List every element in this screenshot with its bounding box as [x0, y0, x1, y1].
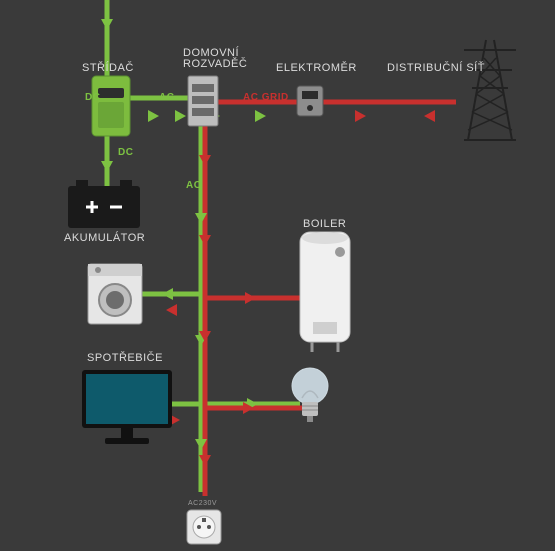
label-ac2: AC [186, 180, 201, 191]
label-ac1: AC [159, 92, 174, 103]
diagram-canvas [0, 0, 555, 551]
label-inverter: STŘÍDAČ [82, 62, 134, 74]
label-boiler: BOILER [303, 218, 346, 230]
label-dc2: DC [118, 147, 133, 158]
label-appliances: SPOTŘEBIČE [87, 352, 163, 364]
label-distribution-box: DOMOVNÍ ROZVADĚČ [183, 48, 247, 70]
label-battery: AKUMULÁTOR [64, 232, 145, 244]
label-meter: ELEKTROMĚR [276, 62, 357, 74]
label-acgrid: AC GRID [243, 92, 289, 103]
label-distribution-box-l1: DOMOVNÍ ROZVADĚČ [183, 47, 247, 70]
label-grid: DISTRIBUČNÍ SÍŤ [387, 62, 485, 74]
label-socket-small: AC230V [188, 500, 217, 507]
label-dc1: DC [85, 92, 100, 103]
